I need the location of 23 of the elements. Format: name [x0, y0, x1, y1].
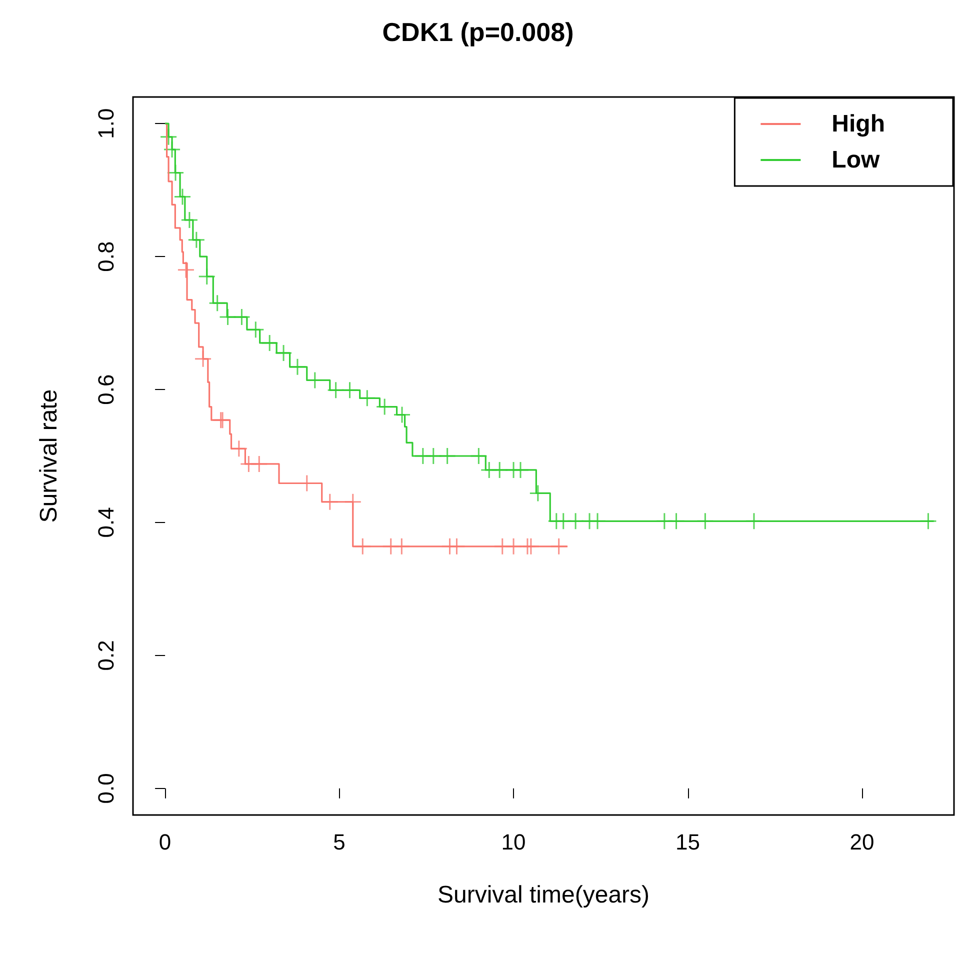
point	[274, 344, 292, 362]
x-axis-title: Survival time(years)	[437, 882, 650, 908]
y-axis-title: Survival rate	[36, 389, 62, 523]
legend-label: Low	[832, 146, 880, 174]
x-tick-label: 20	[850, 830, 874, 854]
point	[177, 261, 195, 279]
point	[166, 164, 184, 182]
point	[174, 188, 192, 206]
y-tick-label: 0.8	[94, 241, 118, 272]
y-tick-label: 0.4	[94, 507, 118, 538]
y-tick-label: 0.6	[94, 374, 118, 405]
y-tick-label: 1.0	[94, 108, 118, 139]
x-tick-label: 10	[501, 830, 526, 854]
x-tick-label: 0	[158, 830, 172, 854]
chart-title: CDK1 (p=0.008)	[382, 17, 574, 47]
point	[180, 211, 198, 229]
legend-label: High	[832, 110, 886, 138]
y-tick-label: 0.2	[94, 640, 118, 671]
y-tick-label: 0.0	[94, 773, 118, 804]
x-tick-label: 15	[676, 830, 700, 854]
point	[188, 231, 206, 249]
x-tick-label: 5	[333, 830, 346, 854]
point	[393, 406, 411, 424]
